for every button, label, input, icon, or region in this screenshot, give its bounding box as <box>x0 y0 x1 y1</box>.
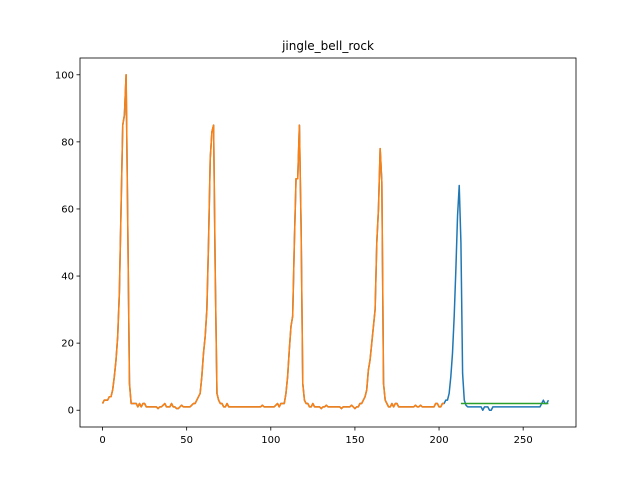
y-tick-label: 40 <box>61 272 74 283</box>
series-line-2 <box>101 74 445 410</box>
y-tick-label: 60 <box>61 204 74 215</box>
x-tick-label: 150 <box>345 435 364 446</box>
chart-title: jingle_bell_rock <box>281 39 374 53</box>
y-tick-label: 80 <box>61 137 74 148</box>
y-tick-label: 100 <box>55 70 74 81</box>
series-layer <box>101 74 550 411</box>
x-tick-label: 250 <box>514 435 533 446</box>
y-axis-ticks: 0 20 40 60 80 100 <box>55 70 80 417</box>
plot-frame <box>79 57 577 428</box>
plot-area <box>80 58 576 427</box>
y-tick-label: 20 <box>61 339 74 350</box>
x-axis-ticks: 0 50 100 150 200 250 <box>99 427 533 446</box>
y-tick-label: 0 <box>68 406 74 417</box>
x-tick-label: 200 <box>429 435 448 446</box>
x-tick-label: 0 <box>99 435 105 446</box>
x-tick-label: 100 <box>261 435 280 446</box>
x-tick-label: 50 <box>180 435 193 446</box>
